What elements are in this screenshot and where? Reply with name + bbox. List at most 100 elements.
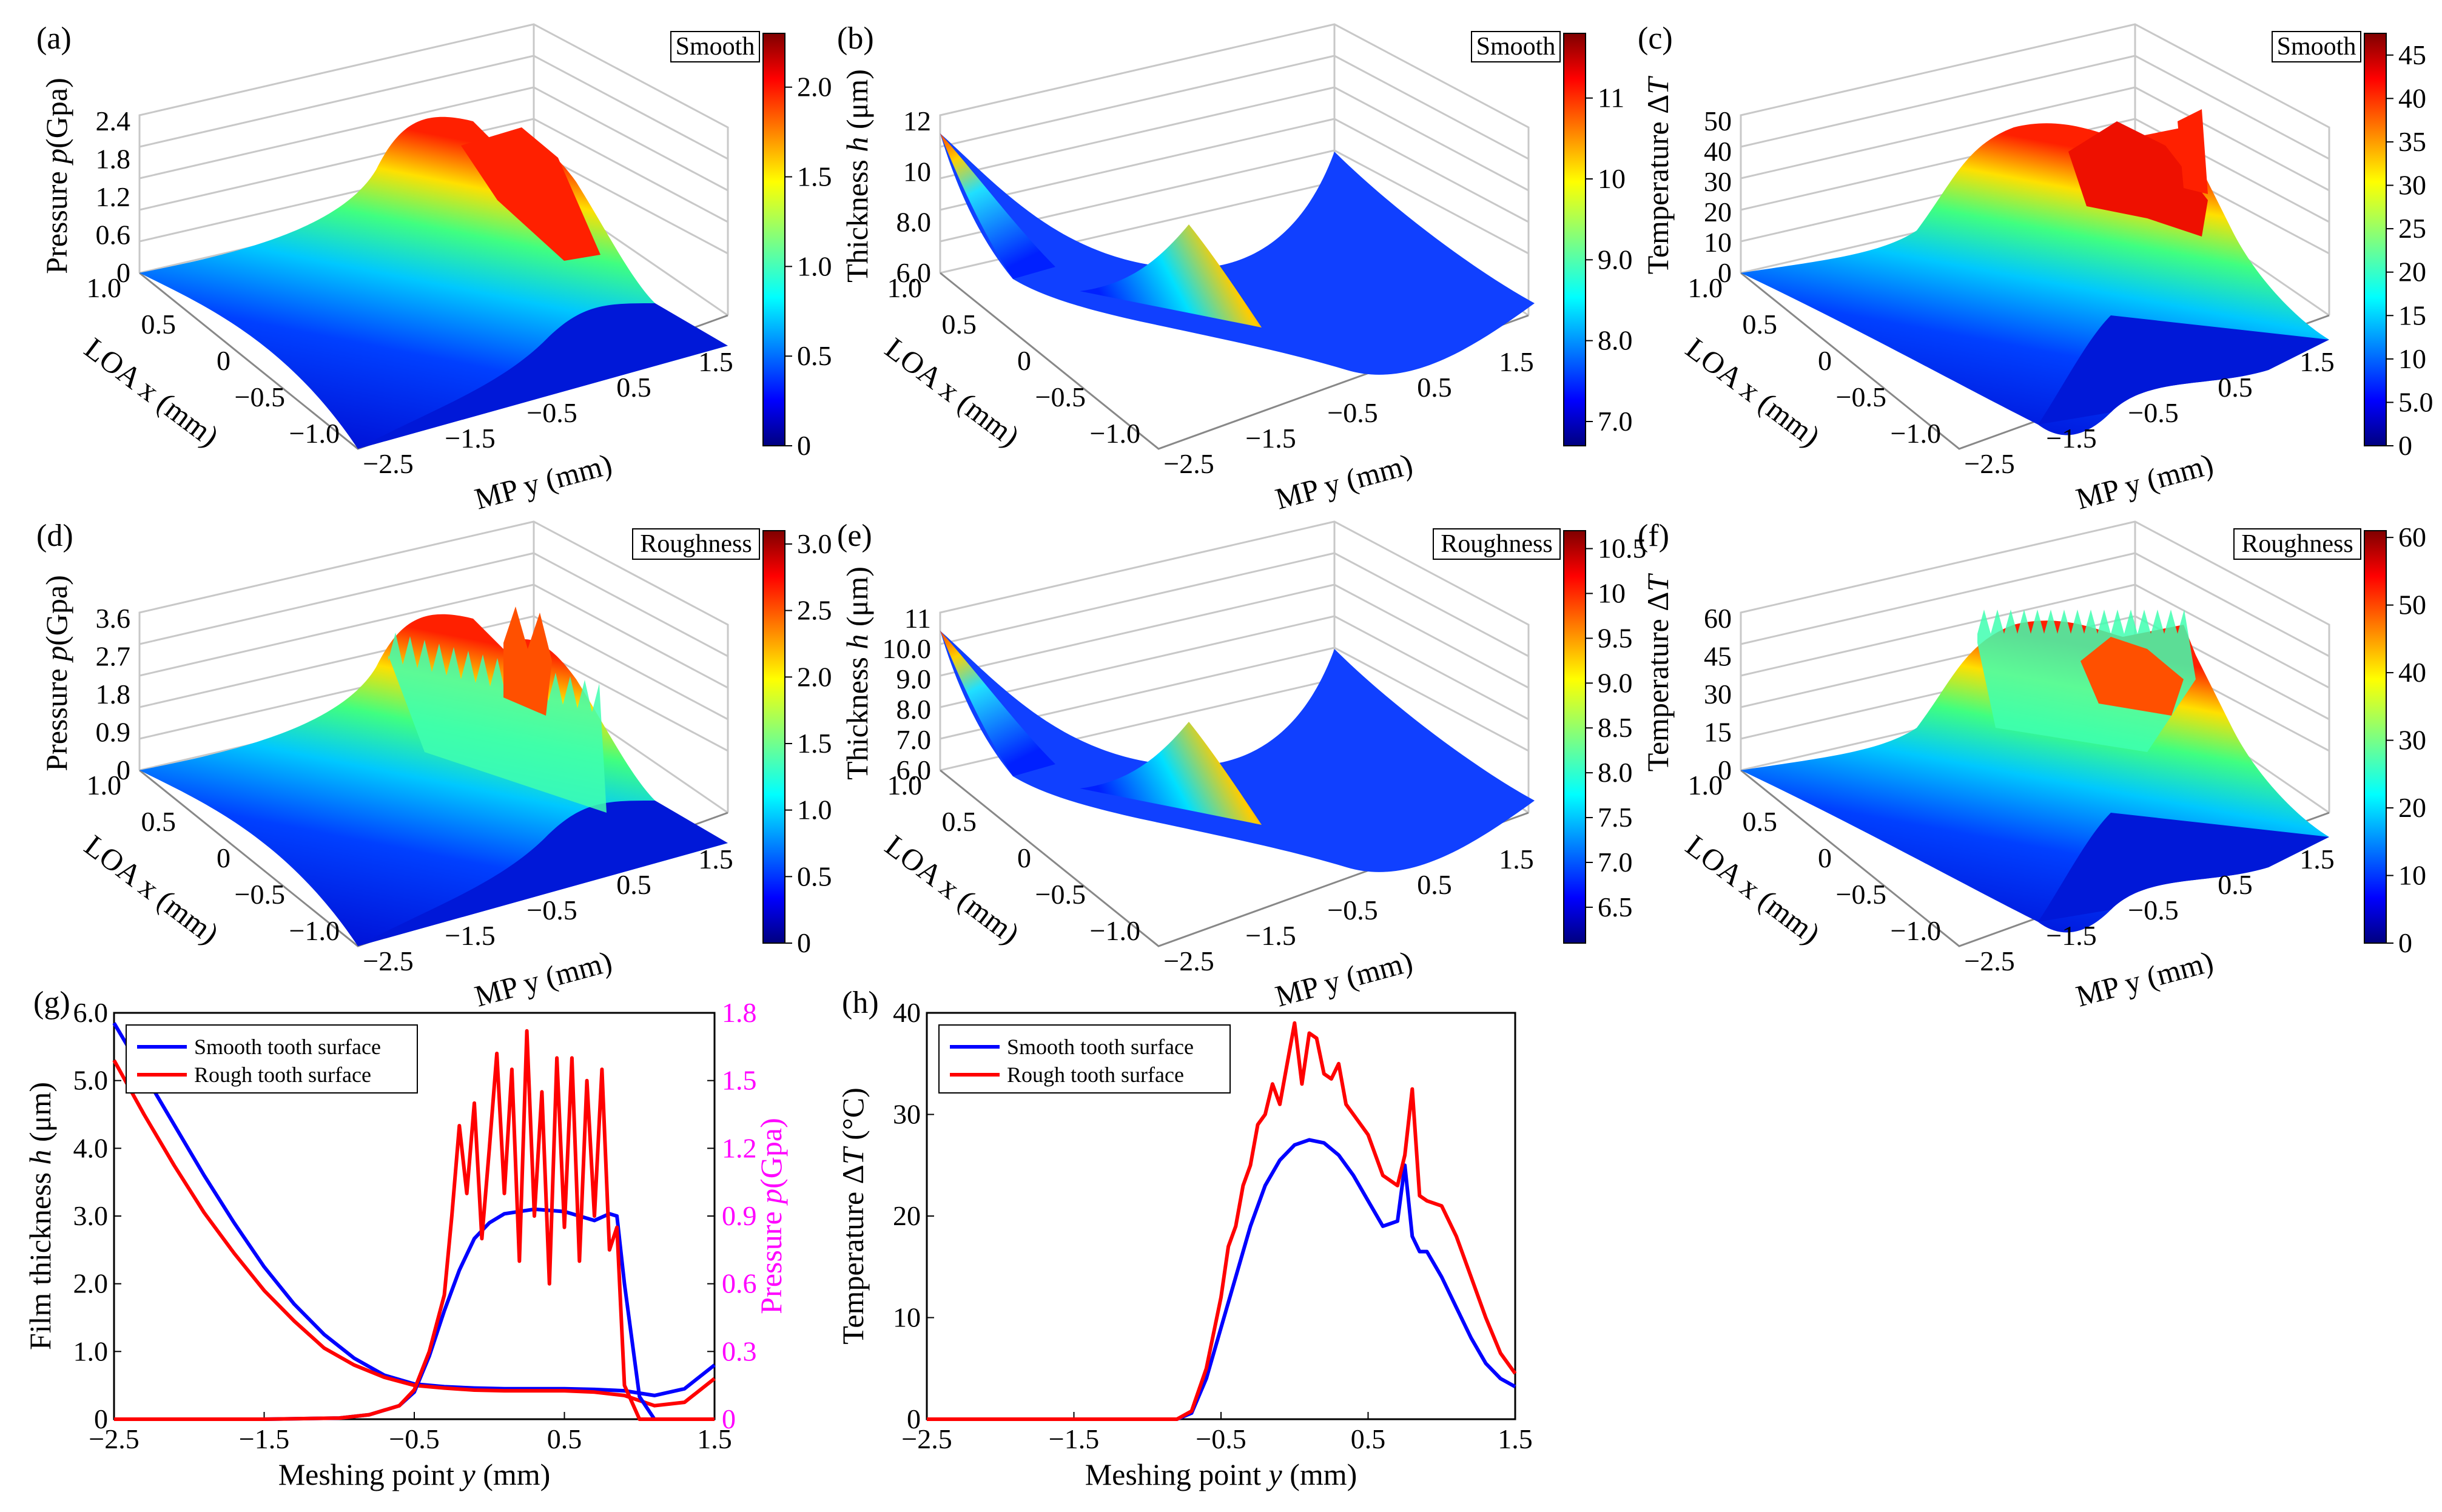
x-tick-label: 0.5 — [547, 1423, 582, 1454]
surface-mesh — [1741, 109, 2329, 435]
x-tick-label: −0.5 — [389, 1423, 439, 1454]
z-tick-label: 0 — [116, 754, 130, 785]
y-tick-label: 6.0 — [73, 997, 109, 1028]
y-tick-label: 0 — [907, 1403, 921, 1434]
x-ticks: 1.0 0.5 0−0.5−1.0 — [87, 272, 340, 449]
x-tick-label: 1.0 — [1688, 272, 1723, 303]
colorbar-tick-label: 10.5 — [1598, 533, 1647, 564]
y-tick-label: 1.5 — [2299, 346, 2335, 377]
z-tick-label: 50 — [1704, 106, 1732, 136]
y-axis-label: MP y (mm) — [471, 944, 616, 1013]
surface-shadow — [2038, 315, 2329, 425]
y-axis-label: MP y (mm) — [471, 447, 616, 516]
colorbar-tick-label: 20 — [2398, 257, 2426, 287]
x-tick-label: −0.5 — [1196, 1423, 1246, 1454]
colorbar-tick-label: 20 — [2398, 792, 2426, 823]
surface-badge-box — [2233, 528, 2361, 560]
x-axis-label: LOA x (mm) — [78, 331, 225, 453]
colorbar-tick-label: 2.0 — [797, 661, 832, 692]
colorbar-tick-label: 40 — [2398, 82, 2426, 113]
z-tick-label: 11 — [904, 603, 931, 634]
z-tick-label: 10 — [903, 156, 931, 187]
thickness-wedge — [1080, 722, 1262, 825]
x-tick-label: −1.5 — [1049, 1423, 1099, 1454]
colorbar-tick-label: 7.0 — [1598, 406, 1633, 437]
y-tick-label: −0.5 — [1327, 397, 1377, 428]
x-tick-label: −1.0 — [1891, 418, 1941, 449]
panel-label-c: (c) — [1638, 21, 1673, 56]
panel-label-b: (b) — [837, 21, 874, 56]
colorbar: 10.5 10 9.5 9.0 8.5 8.0 7.5 7.0 6.5 — [1563, 530, 1647, 944]
colorbar-tick-label: 40 — [2398, 657, 2426, 688]
surface-mesh — [940, 133, 1535, 375]
colorbar-tick-label: 45 — [2398, 39, 2426, 70]
y-tick-label: −0.5 — [1327, 895, 1377, 926]
x-tick-label: 0 — [1017, 842, 1031, 873]
x-tick-label: 0.5 — [942, 309, 977, 340]
z-ticks: 3.6 2.7 1.8 0.9 0 — [96, 603, 131, 785]
y-axis-label: Temperature ΔT (°C) — [836, 1087, 870, 1345]
y-tick-label: 1.0 — [73, 1336, 109, 1366]
z-tick-label: 2.7 — [96, 641, 131, 672]
inlet-edge — [940, 133, 1055, 279]
y-tick-label: −0.5 — [2128, 895, 2178, 926]
surface-badge-box — [2272, 31, 2361, 62]
x-tick-label: 1.5 — [697, 1423, 732, 1454]
y-tick-label: −2.5 — [363, 946, 413, 976]
surface-body — [940, 133, 1535, 375]
y-tick-label: 0.5 — [1417, 372, 1452, 403]
x-ticks: 1.0 0.5 0−0.5−1.0 — [1688, 272, 1942, 449]
z-tick-label: 20 — [1704, 197, 1732, 227]
y2-tick-label: 1.8 — [722, 997, 757, 1028]
x-tick-label: −2.5 — [901, 1423, 952, 1454]
y-axis-label: MP y (mm) — [2073, 447, 2217, 516]
surface-badge: Smooth — [1476, 33, 1556, 61]
x-axis-label: LOA x (mm) — [1680, 828, 1826, 950]
x-axis-label: Meshing point y (mm) — [1085, 1457, 1357, 1491]
pressure-peak — [461, 127, 600, 261]
y-ticks: −2.5 −1.5 −0.5 0.5 1.5 — [1163, 844, 1533, 976]
x-tick-label: 0.5 — [1743, 309, 1778, 340]
colorbar-gradient — [762, 530, 785, 944]
y-tick-label: 30 — [893, 1099, 921, 1130]
colorbar-tick-label: 15 — [2398, 300, 2426, 331]
surface-badge: Smooth — [676, 33, 755, 61]
rough-peaks — [388, 633, 607, 813]
y-tick-label: 0.5 — [616, 869, 651, 900]
y-tick-label: −1.5 — [1245, 920, 1296, 951]
y-ticks: −2.5 −1.5 −0.5 0.5 1.5 — [363, 844, 733, 976]
surface-shadow — [2038, 813, 2329, 922]
y-tick-label: 1.5 — [1499, 346, 1534, 377]
surface-body — [940, 631, 1535, 872]
x-tick-label: −0.5 — [1035, 381, 1086, 412]
x-tick-label: −1.0 — [289, 915, 340, 946]
z-tick-label: 30 — [1704, 166, 1732, 197]
colorbar-tick-label: 0 — [2398, 430, 2412, 461]
y-tick-label: 40 — [893, 997, 921, 1028]
colorbar-tick-label: 0.5 — [797, 861, 832, 892]
x-ticks: 1.0 0.5 0−0.5−1.0 — [1688, 770, 1942, 946]
y-tick-label: −0.5 — [2128, 397, 2178, 428]
colorbar-tick-label: 9.0 — [1598, 667, 1633, 698]
series-line — [927, 1138, 1516, 1421]
y-tick-label: −2.5 — [1964, 946, 2014, 976]
z-tick-label: 8.0 — [896, 207, 932, 238]
colorbar-tick-label: 0 — [797, 430, 811, 461]
surface-mesh — [140, 606, 728, 946]
x-tick-label: −1.0 — [1090, 915, 1140, 946]
colorbar-tick-label: 10 — [2398, 343, 2426, 374]
colorbar-tick-label: 9.0 — [1598, 244, 1633, 275]
y-axis-label: MP y (mm) — [1272, 944, 1416, 1013]
colorbar-tick-label: 10 — [1598, 577, 1626, 608]
x-tick-label: 0.5 — [942, 806, 977, 837]
x-tick-label: −1.5 — [239, 1423, 289, 1454]
y-tick-label: 0 — [94, 1403, 108, 1434]
surface-badge: Roughness — [2241, 530, 2353, 558]
x-tick-label: 0 — [1818, 345, 1832, 376]
panel-label-e: (e) — [837, 519, 872, 553]
z-tick-label: 0.9 — [96, 717, 131, 748]
